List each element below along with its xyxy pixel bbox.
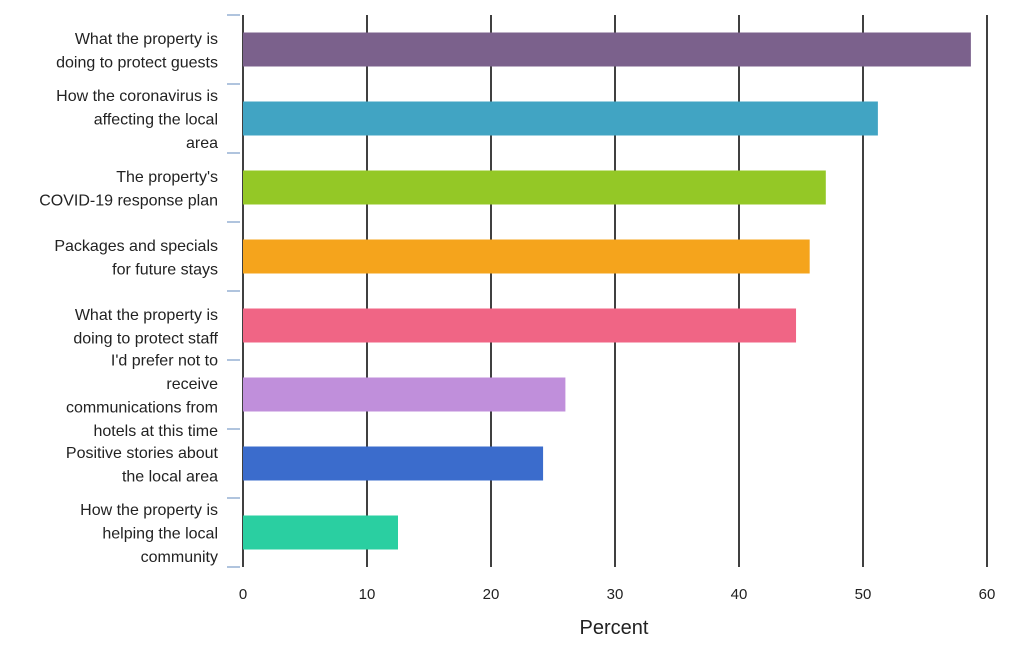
x-tick-label: 40 xyxy=(731,586,748,603)
x-axis-tick-labels: 0 10 20 30 40 50 60 xyxy=(239,586,996,603)
bar xyxy=(243,239,810,274)
bar xyxy=(243,101,878,136)
x-tick-label: 20 xyxy=(483,586,500,603)
x-axis-title: Percent xyxy=(580,617,649,639)
bar xyxy=(243,308,797,343)
category-label: How the property is xyxy=(80,502,218,519)
category-label: affecting the local xyxy=(94,112,218,129)
category-label: the local area xyxy=(122,468,218,485)
category-label: hotels at this time xyxy=(94,423,219,440)
category-label: COVID-19 response plan xyxy=(39,192,218,209)
category-label: receive xyxy=(166,376,218,393)
category-label: What the property is xyxy=(75,307,218,324)
category-label: area xyxy=(186,135,218,152)
x-tick-label: 50 xyxy=(855,586,872,603)
bar xyxy=(243,32,971,67)
category-label: communications from xyxy=(66,399,218,416)
bar xyxy=(243,170,826,205)
category-labels: What the property is doing to protect gue… xyxy=(39,31,218,566)
category-label: Positive stories about xyxy=(66,445,219,462)
bar xyxy=(243,515,398,550)
category-label: community xyxy=(141,549,218,566)
x-tick-label: 30 xyxy=(607,586,624,603)
category-label: for future stays xyxy=(112,261,218,278)
bars xyxy=(243,32,971,550)
gridlines xyxy=(242,15,988,567)
x-tick-label: 10 xyxy=(359,586,376,603)
category-label: helping the local xyxy=(102,526,218,543)
x-tick-label: 60 xyxy=(979,586,996,603)
category-label: The property's xyxy=(116,169,218,186)
bar xyxy=(243,446,544,481)
category-label: Packages and specials xyxy=(54,238,218,255)
x-tick-label: 0 xyxy=(239,586,247,603)
bar xyxy=(243,377,566,412)
category-label: I'd prefer not to xyxy=(111,352,218,369)
category-label: How the coronavirus is xyxy=(56,88,218,105)
category-label: What the property is xyxy=(75,31,218,48)
category-label: doing to protect guests xyxy=(56,54,218,71)
category-axis-ticks xyxy=(227,14,240,568)
category-label: doing to protect staff xyxy=(73,330,218,347)
